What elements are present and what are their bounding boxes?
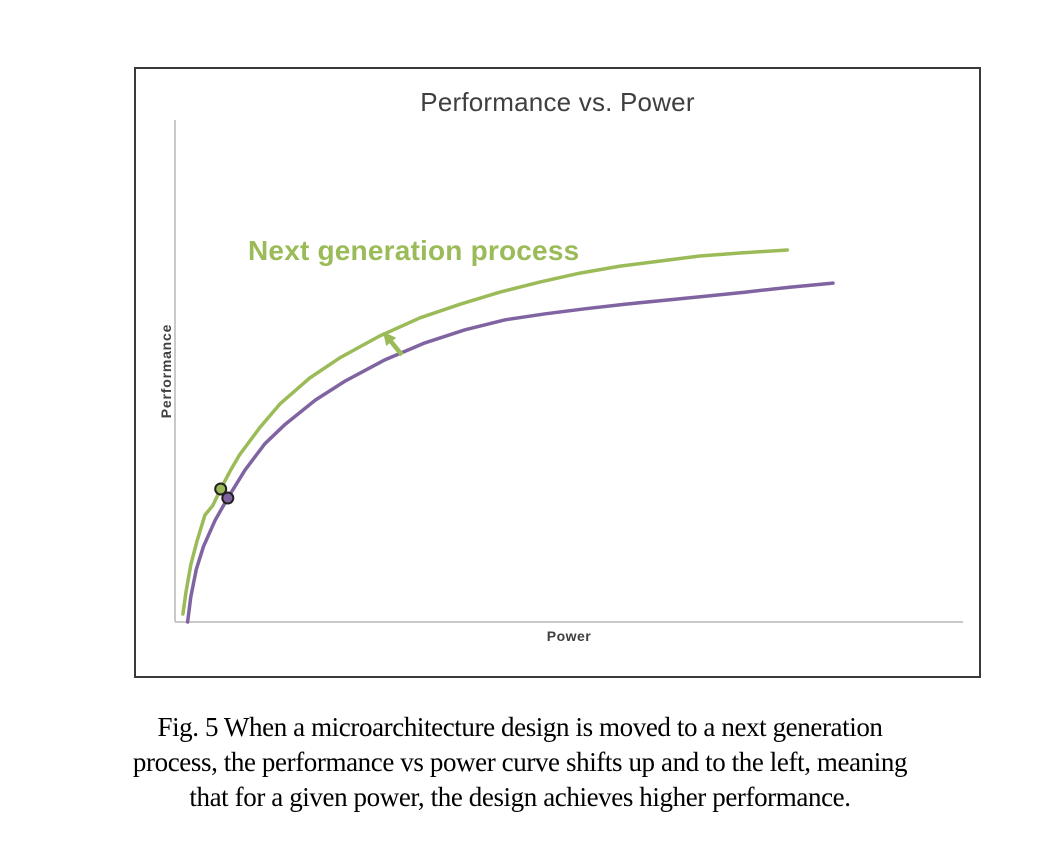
caption-line-2: process, the performance vs power curve … [132,747,908,777]
figure-frame: Performance vs. Power Performance Power … [134,67,981,678]
baseline-marker-dot [221,491,235,505]
shift-arrow-head [383,331,397,347]
shift-arrow-shaft [388,338,404,357]
figure-caption: Fig. 5 When a microarchitecture design i… [0,710,1040,815]
next-generation-curve [181,248,790,616]
baseline-curve [185,281,835,624]
caption-line-3: that for a given power, the design achie… [189,782,851,812]
chart-title: Performance vs. Power [420,87,695,117]
next-generation-marker-dot [214,482,228,496]
y-axis-label: Performance [158,323,174,419]
x-axis-label: Power [546,628,592,644]
series-label-next-generation-process: Next generation process [248,235,580,266]
caption-line-1: Fig. 5 When a microarchitecture design i… [157,712,883,742]
chart-canvas [174,120,963,624]
